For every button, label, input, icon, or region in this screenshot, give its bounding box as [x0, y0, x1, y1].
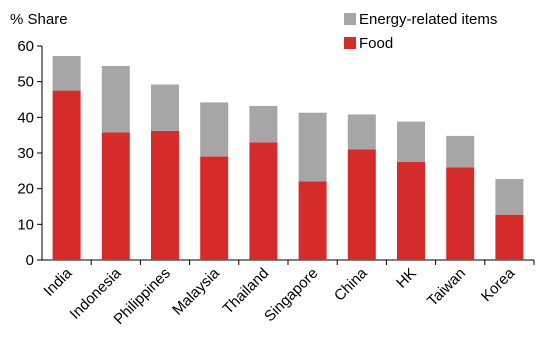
- y-tick-label: 50: [17, 74, 34, 91]
- bar-food-thailand: [249, 142, 278, 260]
- y-tick-label: 60: [17, 38, 34, 55]
- bar-food-indonesia: [101, 132, 130, 260]
- bar-food-india: [52, 90, 81, 260]
- y-tick-label: 40: [17, 109, 34, 126]
- legend-swatch-energy: [344, 13, 356, 25]
- y-tick-label: 10: [17, 216, 34, 233]
- bar-energy-indonesia: [101, 65, 130, 133]
- axes: % Share 0 10 20 30 40 50 60: [10, 11, 535, 269]
- x-category-label: HK: [393, 265, 420, 292]
- bar-energy-philippines: [151, 84, 179, 131]
- bar-energy-thailand: [249, 105, 278, 143]
- bar-food-china: [347, 149, 376, 260]
- x-category-label: India: [40, 264, 75, 299]
- bar-energy-malaysia: [200, 102, 229, 157]
- bar-food-hk: [397, 161, 425, 260]
- bar-energy-korea: [495, 179, 524, 215]
- bar-energy-hk: [397, 121, 425, 162]
- bar-food-malaysia: [200, 156, 229, 260]
- bars: [52, 55, 524, 260]
- bar-energy-china: [347, 114, 376, 150]
- x-category-label: Malaysia: [169, 264, 223, 318]
- bar-food-singapore: [298, 181, 327, 260]
- legend-label-energy: Energy-related items: [359, 11, 497, 28]
- bar-food-philippines: [151, 130, 179, 260]
- bar-energy-singapore: [298, 112, 327, 182]
- bar-energy-taiwan: [446, 135, 475, 168]
- y-tick-label: 30: [17, 145, 34, 162]
- x-category-label: China: [331, 264, 371, 304]
- x-category-label: Korea: [478, 264, 519, 305]
- y-tick-label: 0: [26, 252, 34, 269]
- y-tick-label: 20: [17, 181, 34, 198]
- bar-food-korea: [495, 214, 524, 260]
- y-axis-title: % Share: [10, 11, 68, 28]
- legend-label-food: Food: [359, 35, 393, 52]
- category-labels: IndiaIndonesiaPhilippinesMalaysiaThailan…: [40, 264, 518, 328]
- x-category-label: Taiwan: [424, 265, 469, 310]
- bar-energy-india: [52, 55, 81, 91]
- x-category-label: Singapore: [261, 265, 321, 325]
- legend-swatch-food: [344, 37, 356, 49]
- legend: Energy-related items Food: [344, 11, 497, 52]
- bar-food-taiwan: [446, 167, 475, 260]
